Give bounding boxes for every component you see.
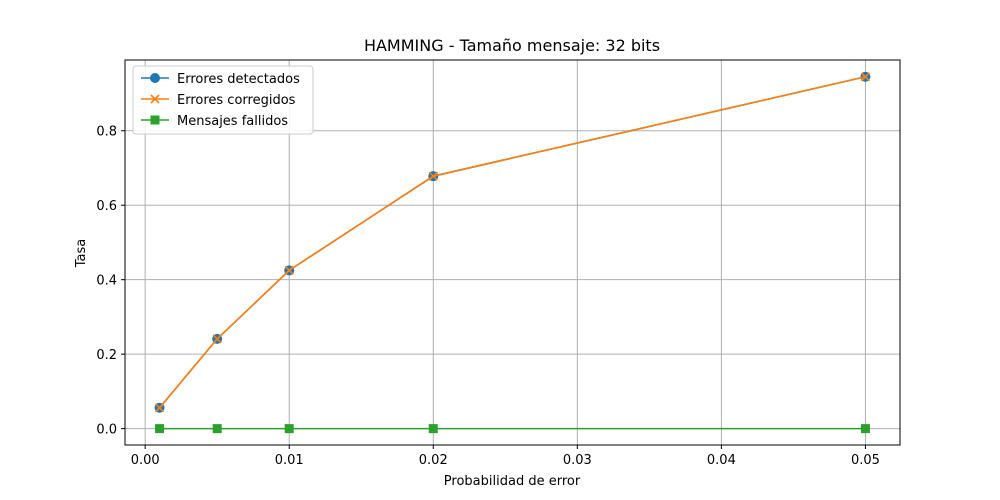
y-tick-label: 0.8 bbox=[96, 125, 117, 140]
y-tick-label: 0.4 bbox=[96, 274, 117, 289]
legend-box bbox=[132, 65, 314, 135]
y-tick-label: 0.0 bbox=[96, 423, 117, 438]
series-mensajes-fallidos bbox=[155, 424, 870, 434]
data-point-x-stroke bbox=[150, 94, 160, 104]
legend: Errores detectados Errores corregidos Mens… bbox=[132, 65, 314, 135]
x-tick-label: 0.04 bbox=[707, 453, 736, 468]
data-point-x-stroke bbox=[212, 334, 222, 344]
data-point-square bbox=[150, 115, 160, 125]
chart-title: HAMMING - Tamaño mensaje: 32 bits bbox=[364, 36, 660, 55]
plot-frame bbox=[124, 59, 901, 446]
data-point-square bbox=[155, 424, 165, 434]
y-tick-label: 0.2 bbox=[96, 348, 117, 363]
data-point-x-stroke bbox=[428, 171, 438, 181]
y-axis-label: Tasa bbox=[74, 239, 89, 269]
series-errores-corregidos bbox=[155, 72, 870, 413]
data-point-square bbox=[212, 424, 222, 434]
data-point-x bbox=[212, 334, 222, 344]
x-axis-label: Probabilidad de error bbox=[444, 474, 581, 489]
data-point-x-stroke bbox=[155, 403, 165, 413]
y-tick-label: 0.6 bbox=[96, 199, 117, 214]
x-tick-label: 0.03 bbox=[563, 453, 592, 468]
legend-label: Errores detectados bbox=[177, 72, 300, 87]
data-point-x bbox=[155, 403, 165, 413]
legend-label: Mensajes fallidos bbox=[177, 114, 288, 129]
data-point-x bbox=[150, 94, 160, 104]
x-tick-label: 0.00 bbox=[131, 453, 160, 468]
axes bbox=[124, 59, 901, 446]
x-axis-ticks: 0.00 0.01 0.02 0.03 0.04 0.05 bbox=[131, 445, 880, 468]
data-point-x-stroke bbox=[284, 265, 294, 275]
data-point-x bbox=[284, 265, 294, 275]
legend-label: Errores corregidos bbox=[177, 93, 296, 108]
series-group bbox=[154, 71, 871, 434]
data-point-x bbox=[428, 171, 438, 181]
x-tick-label: 0.02 bbox=[419, 453, 448, 468]
data-point-square bbox=[860, 424, 870, 434]
data-point-x bbox=[860, 72, 870, 82]
y-axis-ticks: 0.0 0.2 0.4 0.6 0.8 bbox=[96, 125, 125, 438]
data-point-square bbox=[428, 424, 438, 434]
legend-item: Errores detectados bbox=[141, 72, 300, 87]
legend-item: Mensajes fallidos bbox=[141, 114, 288, 129]
x-tick-label: 0.05 bbox=[851, 453, 880, 468]
legend-item: Errores corregidos bbox=[141, 93, 296, 108]
x-tick-label: 0.01 bbox=[275, 453, 304, 468]
data-point-circle bbox=[150, 73, 160, 83]
data-point-square bbox=[284, 424, 294, 434]
data-point-x-stroke bbox=[860, 72, 870, 82]
